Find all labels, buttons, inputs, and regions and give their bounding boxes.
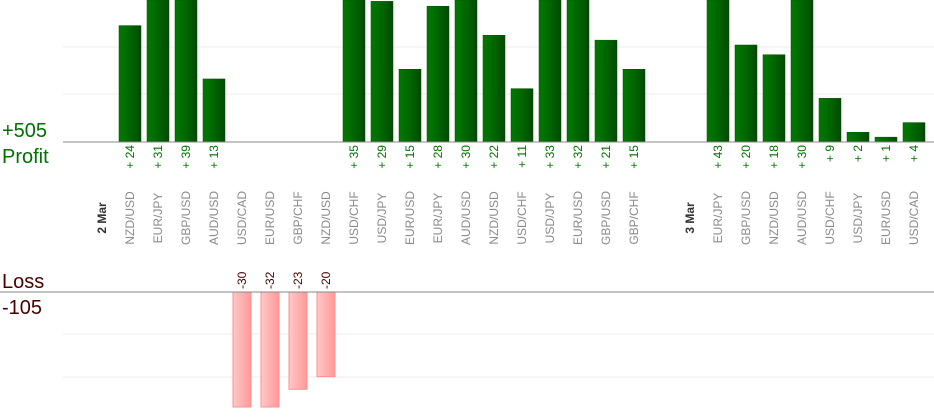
profit-bar: [902, 122, 926, 143]
loss-total: -105: [2, 297, 42, 319]
pair-label: EUR/JPY: [711, 193, 725, 244]
profit-value-label: + 30: [459, 145, 473, 169]
day-label: 2 Mar: [95, 202, 109, 234]
pair-label: NZD/USD: [319, 191, 333, 245]
pair-label: GBP/USD: [739, 191, 753, 245]
loss-value-label: -30: [235, 271, 249, 289]
loss-bar: [288, 291, 308, 390]
pair-label: USD/CHF: [347, 191, 361, 244]
profit-bar: [818, 98, 842, 143]
profit-value-label: + 43: [711, 145, 725, 169]
profit-value-label: + 15: [627, 145, 641, 169]
loss-bar: [260, 291, 280, 408]
profit-value-label: + 11: [515, 145, 529, 168]
profit-value-label: + 15: [403, 145, 417, 169]
loss-bar: [232, 291, 252, 408]
profit-bar: [202, 78, 226, 143]
profit-value-label: + 39: [179, 145, 193, 169]
loss-label: Loss: [2, 271, 44, 293]
pair-label: AUD/USD: [459, 191, 473, 245]
loss-value-label: -23: [291, 271, 305, 289]
pair-label: NZD/USD: [123, 191, 137, 245]
profit-bar: [706, 0, 730, 143]
pair-label: EUR/USD: [263, 191, 277, 245]
profit-label: Profit: [2, 146, 49, 168]
profit-bar: [566, 0, 590, 143]
profit-value-label: + 2: [851, 145, 865, 162]
profit-bar: [594, 39, 618, 143]
profit-bar: [174, 0, 198, 143]
profit-bar: [510, 88, 534, 143]
pair-label: EUR/USD: [571, 191, 585, 245]
profit-value-label: + 28: [431, 145, 445, 169]
profit-bar: [482, 35, 506, 143]
profit-value-label: + 1: [879, 145, 893, 162]
pair-label: GBP/USD: [599, 191, 613, 245]
profit-value-label: + 22: [487, 145, 501, 169]
pair-label: USD/CHF: [515, 191, 529, 244]
profit-value-label: + 9: [823, 145, 837, 162]
profit-bar: [370, 1, 394, 143]
pair-label: USD/JPY: [375, 193, 389, 244]
profit-value-label: + 18: [767, 145, 781, 169]
profit-value-label: + 13: [207, 145, 221, 169]
profit-bar: [762, 54, 786, 143]
loss-value-label: -20: [319, 271, 333, 289]
pair-label: EUR/USD: [879, 191, 893, 245]
pair-label: USD/CAD: [235, 191, 249, 245]
profit-bar: [146, 0, 170, 143]
pair-label: USD/JPY: [851, 193, 865, 244]
profit-bar: [538, 0, 562, 143]
pair-label: GBP/USD: [179, 191, 193, 245]
profit-value-label: + 32: [571, 145, 585, 169]
loss-value-label: -32: [263, 271, 277, 289]
profit-value-label: + 4: [907, 145, 921, 162]
profit-value-label: + 30: [795, 145, 809, 169]
profit-value-label: + 31: [151, 145, 165, 169]
pair-label: EUR/JPY: [151, 193, 165, 244]
profit-value-label: + 21: [599, 145, 613, 169]
profit-bar: [118, 25, 142, 143]
pair-label: NZD/USD: [487, 191, 501, 245]
profit-bar: [874, 136, 898, 143]
profit-value-label: + 24: [123, 145, 137, 169]
profit-total: +505: [2, 120, 47, 142]
pair-label: EUR/USD: [403, 191, 417, 245]
profit-bar: [734, 44, 758, 143]
profit-bar: [846, 132, 870, 143]
pair-label: AUD/USD: [795, 191, 809, 245]
profit-bar: [426, 5, 450, 143]
day-label: 3 Mar: [683, 202, 697, 234]
pair-label: USD/JPY: [543, 193, 557, 244]
pair-label: USD/CAD: [907, 191, 921, 245]
profit-bar: [790, 0, 814, 143]
profit-bar: [342, 0, 366, 143]
pair-label: USD/CHF: [823, 191, 837, 244]
profit-bar: [622, 69, 646, 143]
profit-value-label: + 20: [739, 145, 753, 169]
pair-label: NZD/USD: [767, 191, 781, 245]
pair-label: EUR/JPY: [431, 193, 445, 244]
pair-label: AUD/USD: [207, 191, 221, 245]
profit-value-label: + 35: [347, 145, 361, 169]
profit-value-label: + 29: [375, 145, 389, 169]
profit-bar: [398, 69, 422, 143]
loss-bar: [316, 291, 336, 378]
profit-bar: [454, 0, 478, 143]
pair-label: GBP/CHF: [291, 191, 305, 244]
pair-label: GBP/CHF: [627, 191, 641, 244]
profit-value-label: + 33: [543, 145, 557, 169]
